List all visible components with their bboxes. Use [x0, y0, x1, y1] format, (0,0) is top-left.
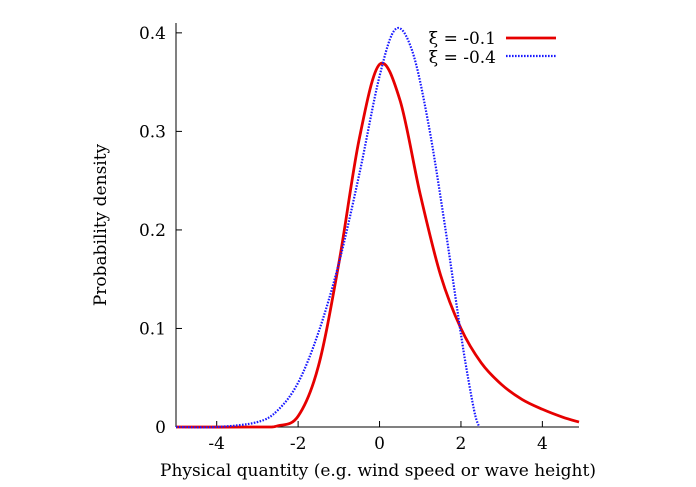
y-axis-label: Probability density	[91, 143, 111, 306]
x-tick-label: 0	[374, 434, 385, 454]
y-tick-label: 0.2	[139, 221, 166, 241]
y-tick-label: 0.1	[139, 319, 166, 339]
y-tick-label: 0	[155, 418, 166, 438]
series-line-1	[175, 61, 580, 429]
legend-label-series-2: ξ = -0.4	[429, 48, 496, 68]
series-line-2	[175, 26, 481, 429]
x-tick-label: -4	[208, 434, 225, 454]
series-layer	[175, 26, 580, 429]
legend: ξ = -0.1 ξ = -0.4	[429, 29, 556, 68]
x-axis-label: Physical quantity (e.g. wind speed or wa…	[160, 461, 596, 481]
legend-label-series-1: ξ = -0.1	[429, 29, 496, 49]
x-tick-label: -2	[290, 434, 307, 454]
tick-group: -4 -2 0 2 4 0 0.1 0.2 0.3 0.4	[139, 24, 548, 454]
y-tick-label: 0.3	[139, 122, 166, 142]
x-tick-label: 2	[456, 434, 467, 454]
y-axis-label-group: Probability density	[91, 143, 111, 306]
x-tick-label: 4	[537, 434, 548, 454]
y-tick-label: 0.4	[139, 24, 166, 44]
